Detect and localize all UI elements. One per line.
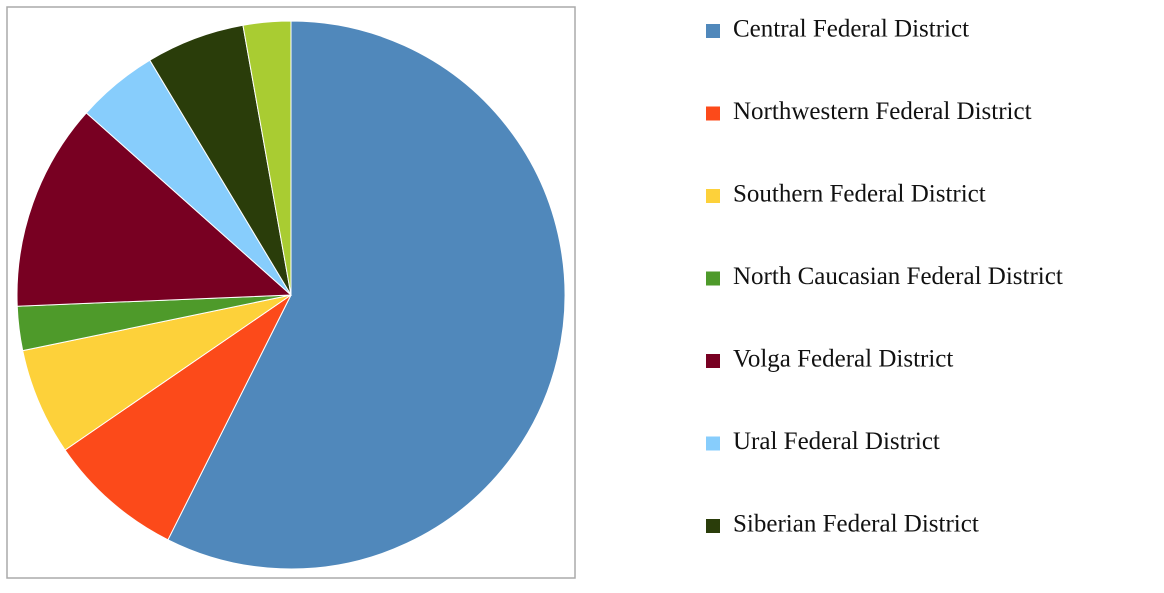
legend-swatch	[706, 354, 720, 368]
legend-swatch	[706, 519, 720, 533]
legend-label: Ural Federal District	[733, 428, 940, 455]
legend-label: Central Federal District	[733, 16, 969, 43]
legend-swatch	[706, 189, 720, 203]
legend-label: Volga Federal District	[733, 346, 953, 373]
pie-slice	[16, 112, 293, 307]
legend-swatch	[706, 106, 720, 121]
legend-label: Southern Federal District	[733, 181, 986, 208]
pie-slice	[167, 20, 566, 570]
legend-swatch	[706, 436, 720, 451]
legend-label: Northwestern Federal District	[733, 98, 1032, 125]
legend-label: Siberian Federal District	[733, 511, 979, 538]
legend-swatch	[706, 24, 720, 38]
legend-swatch	[706, 271, 720, 286]
legend-label: North Caucasian Federal District	[733, 263, 1063, 290]
pie-slice	[64, 294, 292, 541]
pie-slice	[242, 20, 292, 296]
